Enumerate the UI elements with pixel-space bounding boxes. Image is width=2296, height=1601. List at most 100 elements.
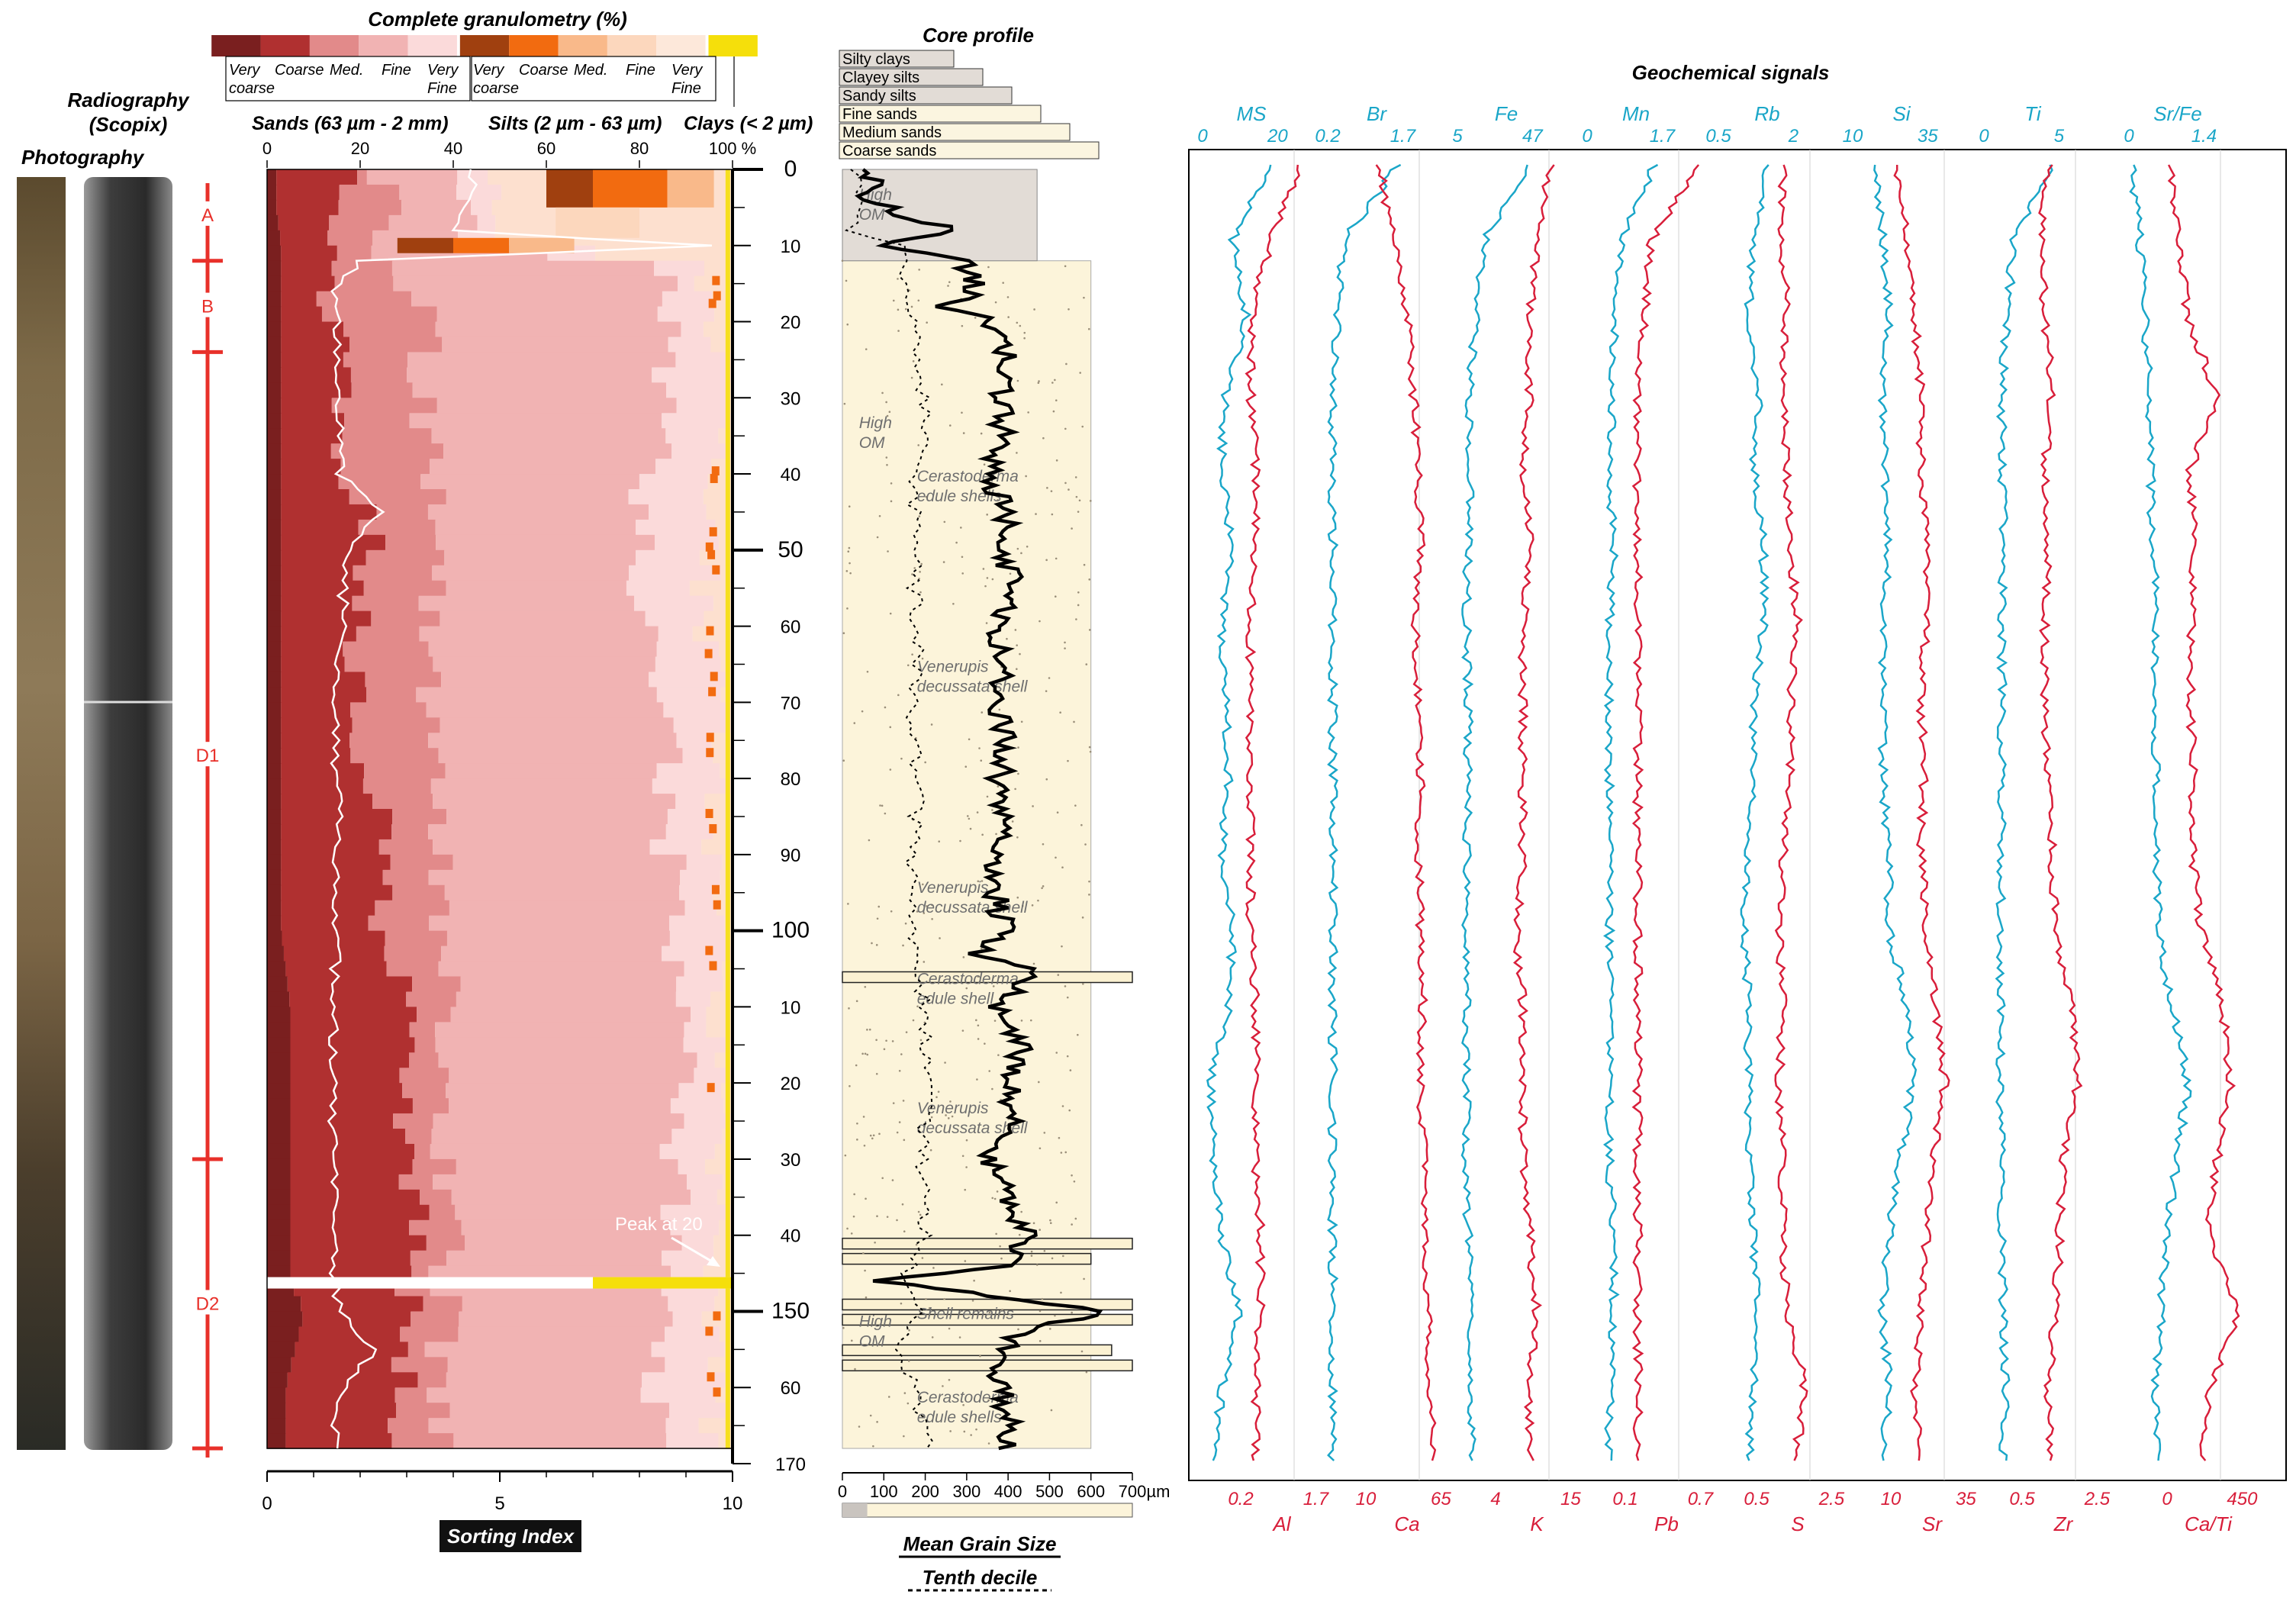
radiography-title: Radiography — [68, 89, 190, 111]
sand-stipple-dot — [976, 1078, 978, 1081]
granulometry-bar-segment — [281, 580, 364, 597]
granulometry-bar-segment — [267, 1083, 291, 1099]
granulometry-bar-segment — [649, 672, 728, 688]
lithology-bed — [842, 1252, 1092, 1265]
radiography-subtitle: (Scopix) — [89, 113, 168, 136]
silt-fraction-segment — [713, 1311, 721, 1321]
sand-stipple-dot — [928, 1306, 931, 1309]
sand-stipple-dot — [1016, 321, 1019, 324]
sand-stipple-dot — [964, 765, 968, 768]
granulometry-bar-segment — [281, 748, 351, 764]
granulometry-bar-segment — [267, 184, 277, 201]
depth-tick-label: 70 — [781, 693, 801, 714]
sand-stipple-dot — [1042, 436, 1045, 440]
sand-stipple-dot — [907, 1360, 910, 1362]
granulometry-bar-segment — [267, 595, 282, 612]
granulometry-bar-segment — [636, 519, 716, 536]
geochem-red-max: 35 — [1956, 1489, 1976, 1509]
sand-stipple-dot — [1048, 1328, 1051, 1330]
sand-stipple-dot — [1051, 1257, 1054, 1260]
granulometry-bar-segment — [446, 1083, 679, 1099]
silt-legend-swatch — [607, 35, 657, 56]
granulometry-bar-segment — [675, 991, 711, 1008]
granulometry-bar-segment — [446, 489, 629, 505]
sand-stipple-dot — [977, 1024, 980, 1027]
granulometry-bar-segment — [267, 626, 282, 643]
granulometry-bar-segment — [276, 169, 358, 185]
granulometry-bar-segment — [353, 565, 433, 581]
granulometry-bar-segment — [280, 230, 328, 246]
sand-stipple-dot — [1051, 513, 1054, 516]
geochem-red-name: K — [1530, 1512, 1544, 1535]
granulometry-bar-segment — [281, 382, 352, 398]
granulometry-bar-segment — [628, 489, 704, 505]
sand-stipple-dot — [1009, 1290, 1011, 1293]
silt-fraction-segment — [713, 900, 721, 910]
percent-tick-label: 0 — [262, 139, 272, 158]
sand-legend-swatch — [359, 35, 408, 56]
granulometry-bar-segment — [689, 580, 733, 597]
granulometry-bar-segment — [651, 1342, 725, 1358]
granulometry-bar-segment — [352, 717, 440, 733]
granulometry-bar-segment — [665, 428, 719, 444]
granulometry-bar-segment — [457, 169, 488, 185]
sand-stipple-dot — [937, 1090, 940, 1093]
lithology-legend-box — [839, 50, 955, 68]
core-annotation: edule shell — [917, 990, 995, 1007]
granulometry-bar-segment — [426, 702, 664, 718]
granulometry-bar-segment — [462, 1296, 668, 1313]
granulometry-bar-segment — [290, 1158, 413, 1175]
geochem-cyan-name: Sr/Fe — [2153, 102, 2202, 125]
granulometry-bar-segment — [281, 610, 372, 627]
sand-stipple-dot — [847, 550, 850, 553]
granulometry-bar-segment — [649, 839, 702, 855]
sand-stipple-dot — [1088, 894, 1090, 896]
granulometry-bar-segment — [281, 900, 375, 916]
peak-clay-band — [593, 1277, 733, 1289]
granulometry-bar-segment — [393, 275, 678, 292]
silt-fraction-segment — [707, 1372, 715, 1382]
granulometry-bar-segment — [673, 717, 733, 733]
granulometry-bar-segment — [656, 687, 721, 703]
core-annotation: OM — [859, 434, 885, 452]
lithology-legend-box — [839, 123, 1071, 141]
sand-stipple-dot — [876, 1215, 878, 1218]
sand-stipple-dot — [845, 570, 849, 572]
sand-stipple-dot — [919, 571, 921, 573]
sand-stipple-dot — [900, 1053, 903, 1055]
granulometry-bar-segment — [285, 1403, 397, 1419]
sand-stipple-dot — [960, 527, 962, 529]
sand-stipple-dot — [1085, 663, 1088, 665]
geochem-curve-k — [1512, 164, 1555, 1461]
granulometry-bar-segment — [290, 1189, 420, 1206]
sand-stipple-dot — [872, 1445, 874, 1448]
sand-stipple-dot — [1038, 380, 1040, 382]
granulometry-bar-segment — [704, 610, 733, 627]
clays-label: Clays (< 2 µm) — [684, 113, 813, 134]
geochem-plot: MS 0 20 Br 0.2 1.7 Fe 5 47 Mn 0 1.7 Rb 0.5 2 Si 10 35 Ti 0 5… — [1197, 102, 2258, 1535]
lithology-legend-label: Sandy silts — [842, 88, 916, 105]
granulometry-bar-segment — [391, 823, 429, 840]
sand-stipple-dot — [965, 1139, 968, 1142]
granulometry-bar-segment — [267, 1068, 291, 1084]
sand-stipple-dot — [862, 1252, 865, 1255]
sand-stipple-dot — [988, 1311, 991, 1314]
sand-stipple-dot — [943, 520, 946, 523]
geochem-cyan-name: Br — [1367, 102, 1387, 125]
granulometry-bar-segment — [267, 580, 282, 597]
sand-stipple-dot — [912, 360, 915, 362]
sand-stipple-dot — [890, 482, 893, 485]
geochem-red-max: 65 — [1431, 1489, 1451, 1509]
granulometry-bar-segment — [680, 869, 720, 886]
sand-stipple-dot — [892, 1102, 895, 1104]
sand-stipple-dot — [1045, 778, 1048, 781]
sand-stipple-dot — [1077, 604, 1080, 607]
sand-stipple-dot — [948, 281, 951, 283]
granulometry-bar-segment — [267, 884, 282, 901]
depth-tick-label: 40 — [781, 465, 801, 485]
sand-stipple-dot — [964, 1188, 967, 1191]
granulometry-bar-segment — [430, 1143, 660, 1160]
granulometry-bar-segment — [267, 1007, 291, 1023]
granulometry-bar-segment — [670, 1098, 724, 1114]
